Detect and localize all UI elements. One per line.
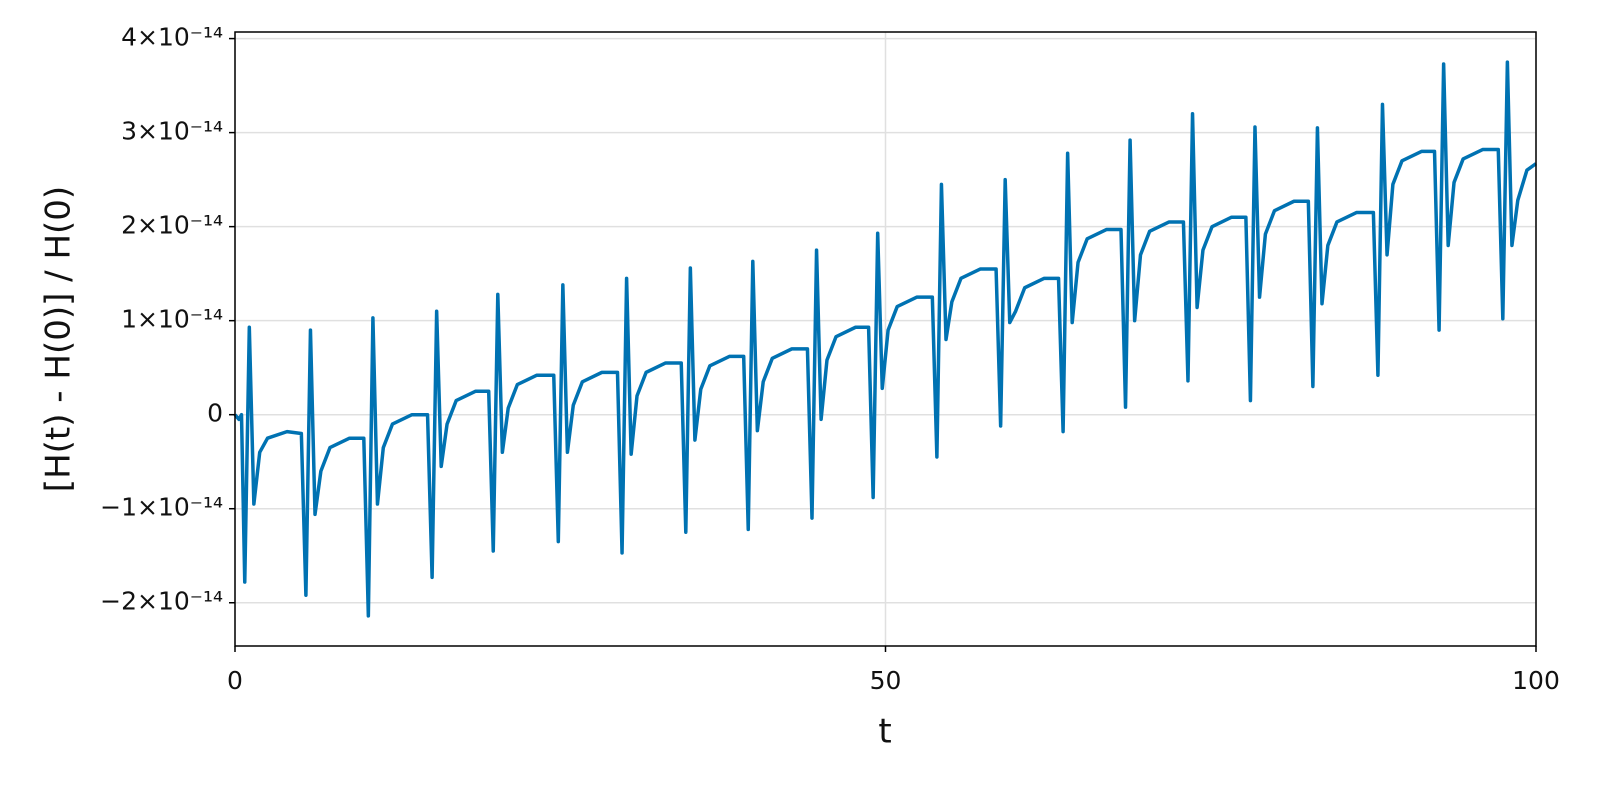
y-tick-label: 3×10⁻¹⁴ [121, 117, 223, 146]
y-tick-label: −2×10⁻¹⁴ [100, 587, 223, 616]
x-axis-label: t [878, 712, 891, 752]
y-tick-label: 4×10⁻¹⁴ [121, 23, 223, 52]
x-tick-label: 50 [870, 666, 902, 695]
y-tick-label: 2×10⁻¹⁴ [121, 211, 223, 240]
y-tick-label: 1×10⁻¹⁴ [121, 305, 223, 334]
x-tick-label: 100 [1512, 666, 1560, 695]
y-axis-label: [H(t) - H(0)] / H(0) [39, 186, 79, 492]
y-tick-label: 0 [207, 399, 223, 428]
y-tick-label: −1×10⁻¹⁴ [100, 493, 223, 522]
data-line [233, 60, 1538, 618]
x-tick-label: 0 [227, 666, 243, 695]
